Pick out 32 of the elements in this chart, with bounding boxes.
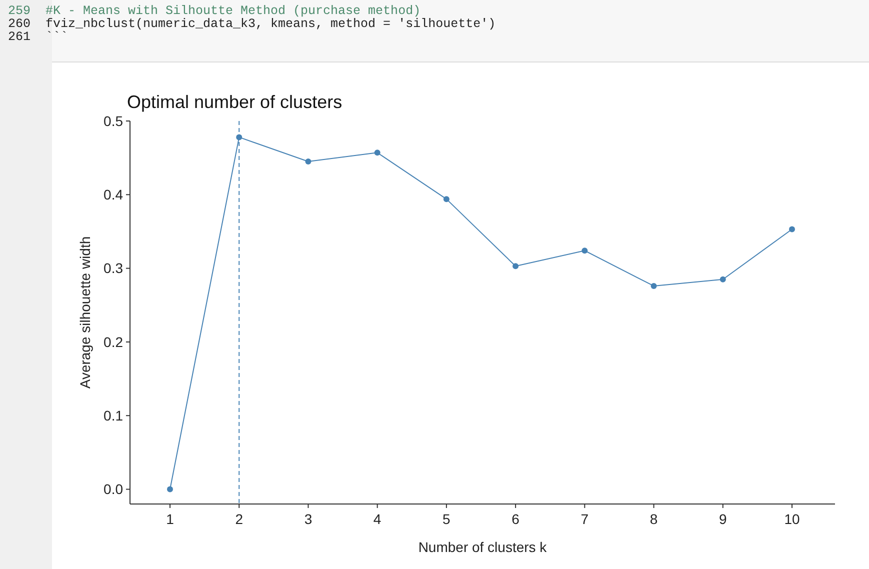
text: 260 fviz_nbclust(numeric_data_k3, kmeans, method = 'silhouette') xyxy=(8,17,496,31)
y-tick-label: 0.4 xyxy=(104,186,124,203)
point xyxy=(167,486,173,492)
x-tick-label: 6 xyxy=(512,511,520,527)
x-tick-label: 2 xyxy=(235,511,244,527)
x-tick-label: 9 xyxy=(718,511,727,527)
point xyxy=(512,263,519,270)
x-tick-label: 7 xyxy=(580,511,589,527)
chart-title: Optimal number of clusters xyxy=(127,92,342,112)
x-tick-label: 5 xyxy=(442,511,451,527)
x-tick-label: 1 xyxy=(166,511,174,527)
y-axis-title: Average silhouette width xyxy=(77,236,93,389)
x-axis-title: Number of clusters k xyxy=(418,539,548,555)
point xyxy=(374,150,380,156)
point xyxy=(305,158,312,165)
point xyxy=(582,248,588,254)
point xyxy=(443,196,450,202)
point xyxy=(236,134,242,140)
y-tick-label: 0.3 xyxy=(104,260,124,276)
point xyxy=(720,276,726,282)
y-tick-label: 0.2 xyxy=(104,334,124,350)
text: 261 ``` xyxy=(8,30,68,44)
x-tick-label: 3 xyxy=(304,511,312,527)
point xyxy=(650,282,657,289)
y-tick-label: 0.5 xyxy=(104,112,124,129)
point xyxy=(789,226,795,232)
x-tick-label: 10 xyxy=(784,511,800,527)
y-tick-label: 0.1 xyxy=(104,408,124,424)
text: 259 #K - Means with Silhoutte Method (purchase method) xyxy=(8,4,421,18)
x-tick-label: 8 xyxy=(650,511,658,527)
x-tick-label: 4 xyxy=(373,511,382,527)
y-tick-label: 0.0 xyxy=(104,481,124,498)
